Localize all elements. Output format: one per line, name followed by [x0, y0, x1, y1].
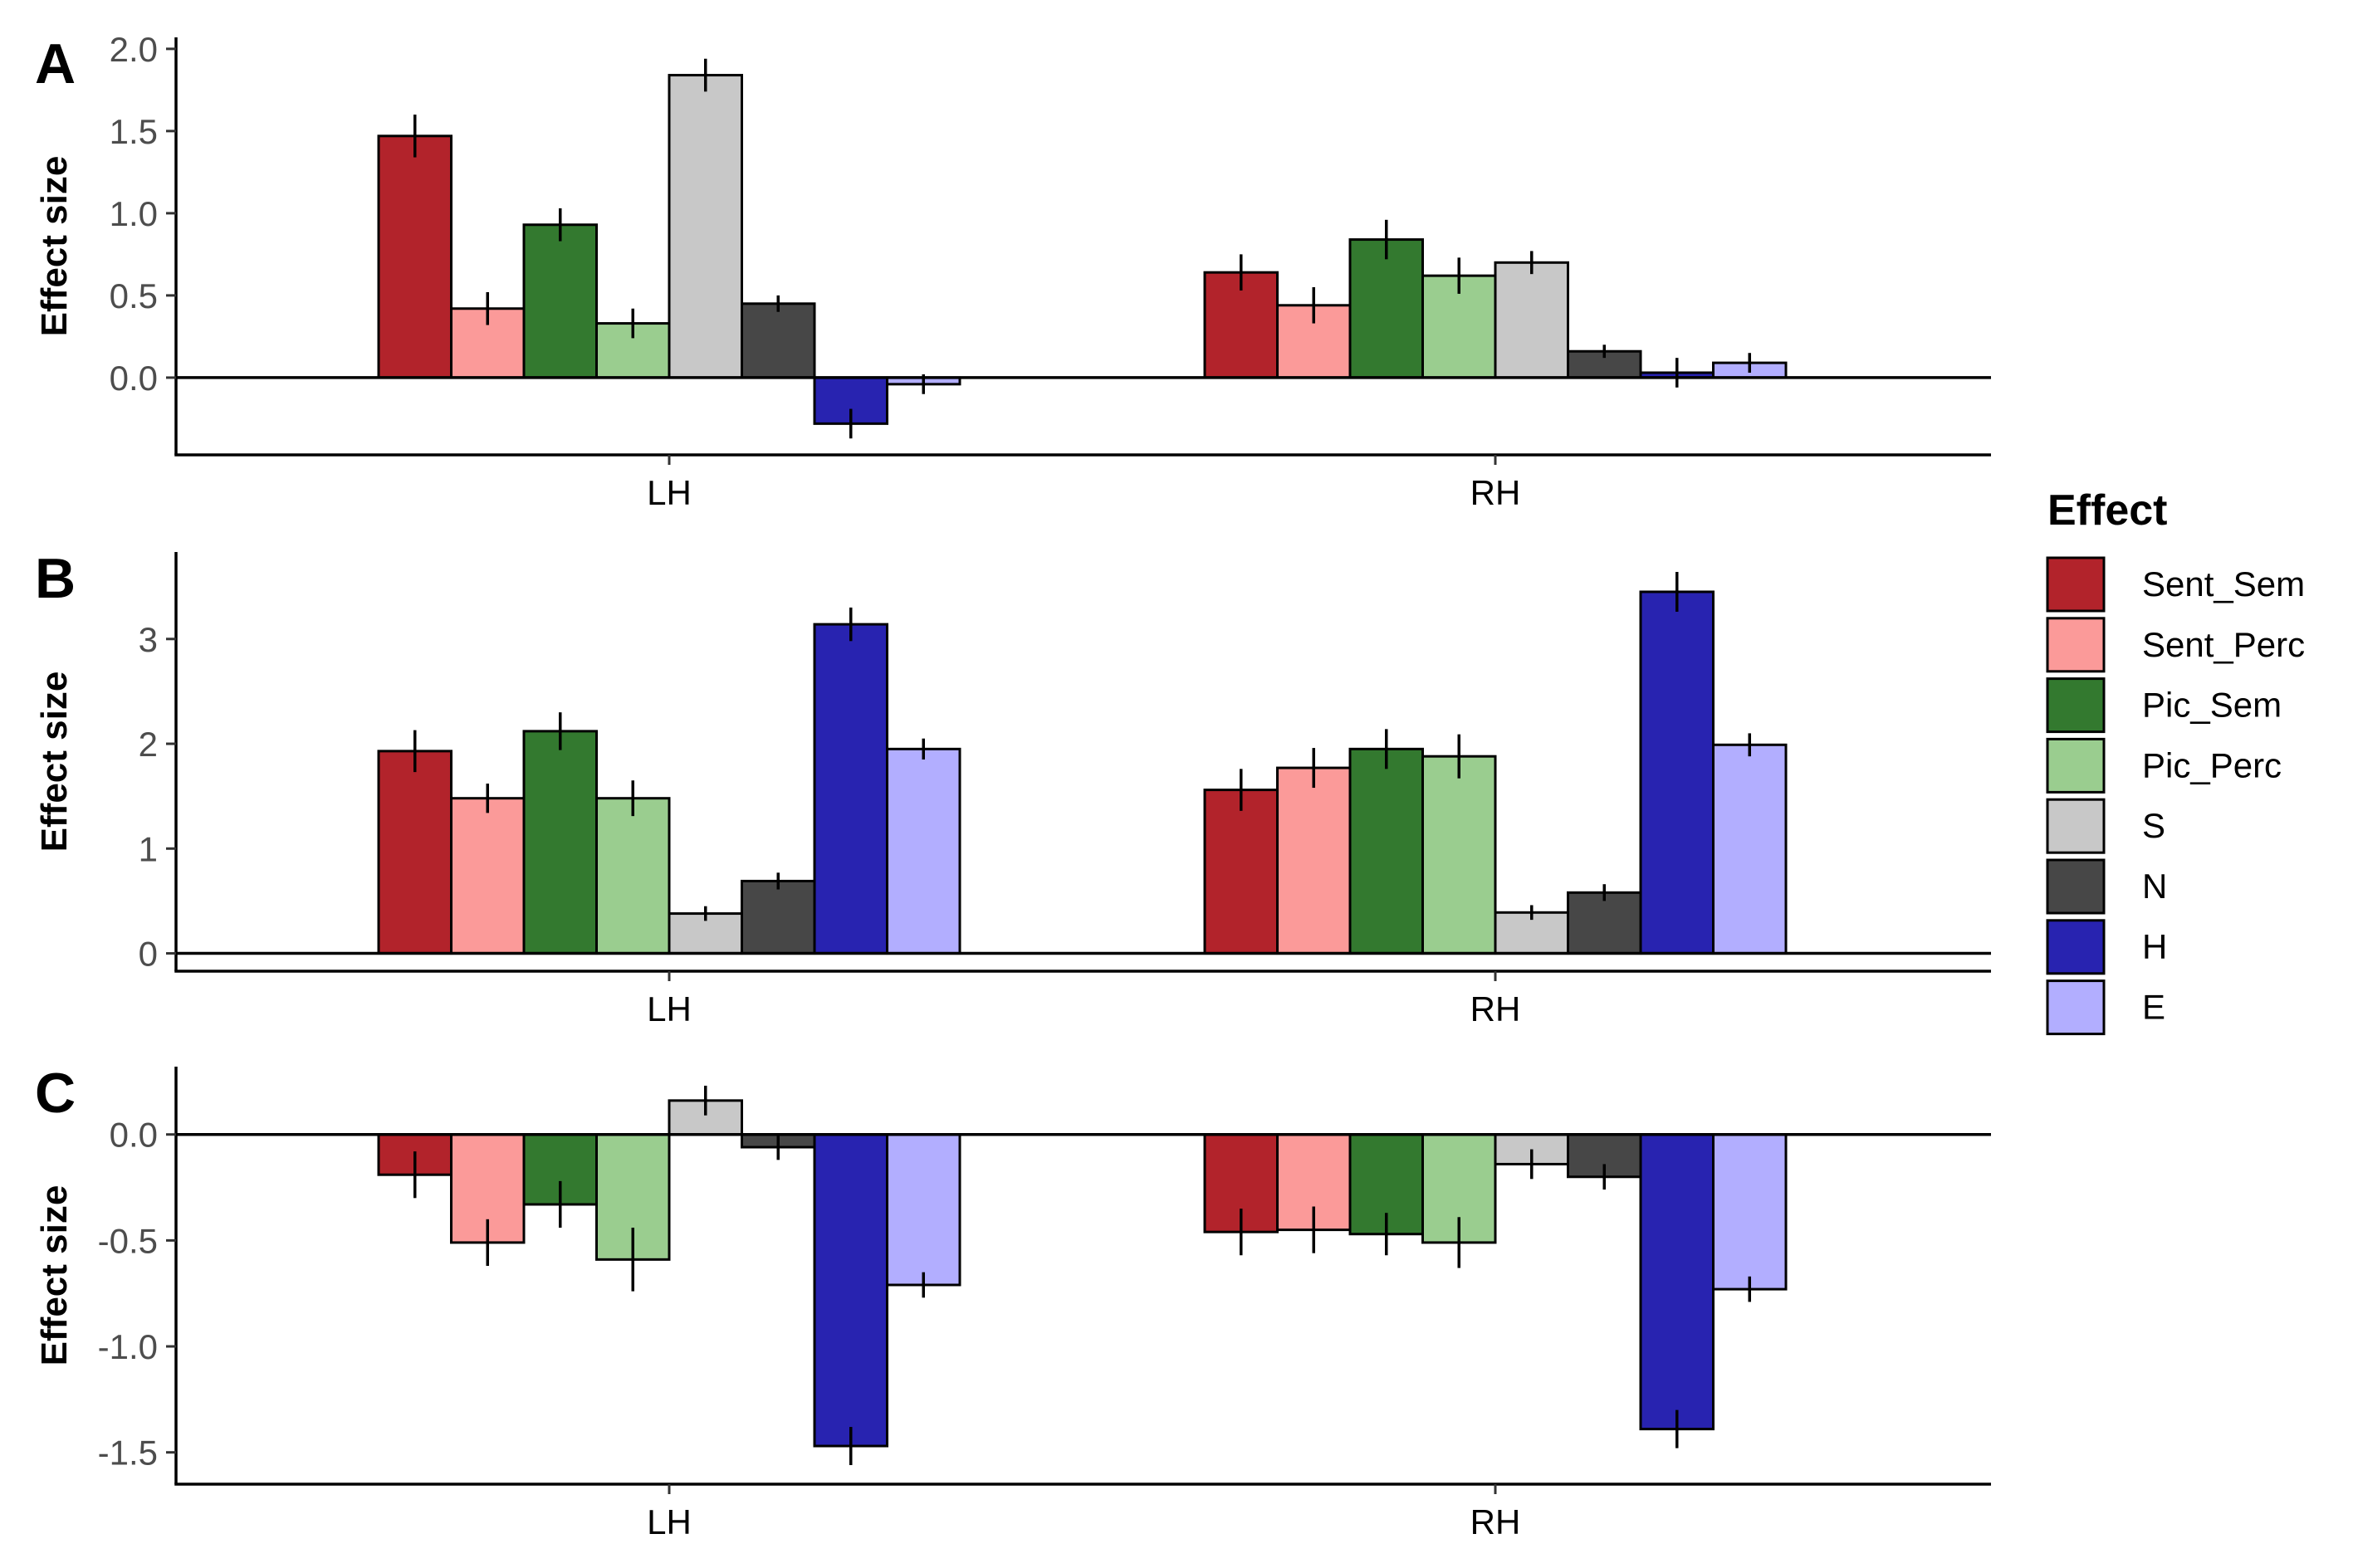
bar-B-RH-Sent_Sem	[1203, 789, 1279, 955]
y-axis-title: Effect size	[34, 672, 75, 852]
legend-item-E: E	[2046, 979, 2165, 1036]
bar-C-LH-H	[813, 1133, 888, 1448]
bar-C-RH-H	[1639, 1133, 1715, 1431]
legend-label: E	[2142, 988, 2165, 1027]
y-tick-label: -1.5	[98, 1434, 158, 1473]
bar-B-RH-N	[1567, 891, 1642, 955]
x-tick-label: RH	[1470, 1502, 1521, 1541]
panel-label: B	[35, 547, 76, 610]
bar-B-LH-E	[886, 747, 961, 955]
bar-A-LH-S	[668, 74, 743, 379]
y-tick-label: 1.5	[110, 112, 158, 151]
bar-C-LH-E	[886, 1133, 961, 1287]
bar-B-LH-Pic_Sem	[522, 730, 598, 955]
x-tick-label: LH	[647, 989, 692, 1028]
bar-C-RH-E	[1712, 1133, 1788, 1291]
legend-item-H: H	[2046, 919, 2167, 975]
legend-swatch	[2046, 737, 2106, 794]
y-tick-label: 0.0	[110, 1116, 158, 1155]
legend-swatch	[2046, 979, 2106, 1036]
y-tick-label: 2	[139, 725, 158, 764]
bar-A-RH-S	[1494, 261, 1569, 379]
bar-B-LH-Sent_Perc	[450, 797, 526, 955]
panel-B: B Effect size 0 1 2 3 LH RH	[34, 547, 1991, 1028]
x-tick-label: RH	[1470, 989, 1521, 1028]
y-axis-title: Effect size	[34, 156, 75, 337]
panel-label: A	[35, 32, 76, 95]
bar-B-RH-Sent_Perc	[1276, 766, 1352, 955]
legend-item-S: S	[2046, 798, 2165, 854]
bar-A-LH-N	[741, 302, 816, 379]
legend-label: Pic_Sem	[2142, 686, 2282, 725]
y-tick-label: 0.0	[110, 359, 158, 398]
panel-label: C	[35, 1062, 76, 1125]
y-tick-label: 0.5	[110, 276, 158, 315]
y-tick-label: -1.0	[98, 1327, 158, 1366]
legend-label: Sent_Perc	[2142, 625, 2305, 664]
legend-swatch	[2046, 798, 2106, 854]
y-axis-title: Effect size	[34, 1185, 75, 1366]
legend-label: Sent_Sem	[2142, 564, 2305, 603]
y-tick-label: 1	[139, 829, 158, 868]
bar-A-RH-Pic_Sem	[1348, 238, 1424, 379]
bar-B-LH-H	[813, 623, 888, 955]
legend: Effect Sent_Sem Sent_Perc Pic_Sem Pic_Perc S…	[2046, 486, 2305, 1036]
legend-swatch	[2046, 556, 2106, 613]
y-tick-label: 1.0	[110, 194, 158, 233]
bar-B-LH-Pic_Perc	[595, 797, 671, 955]
bar-B-RH-H	[1639, 590, 1715, 955]
panel-A: A Effect size 0.0 0.5 1.0 1.5 2.0 LH RH	[34, 30, 1991, 512]
bar-B-LH-N	[741, 879, 816, 955]
y-tick-label: 0	[139, 935, 158, 974]
x-tick-label: LH	[647, 473, 692, 512]
bar-A-LH-Sent_Sem	[377, 134, 452, 379]
legend-swatch	[2046, 617, 2106, 673]
legend-swatch	[2046, 858, 2106, 915]
legend-item-Sent_Sem: Sent_Sem	[2046, 556, 2305, 613]
legend-item-Pic_Sem: Pic_Sem	[2046, 677, 2282, 734]
legend-label: N	[2142, 867, 2167, 906]
legend-item-N: N	[2046, 858, 2167, 915]
legend-item-Pic_Perc: Pic_Perc	[2046, 737, 2282, 794]
bar-B-RH-E	[1712, 743, 1788, 955]
x-tick-label: RH	[1470, 473, 1521, 512]
y-tick-label: -0.5	[98, 1221, 158, 1260]
legend-label: Pic_Perc	[2142, 745, 2282, 784]
y-tick-label: 3	[139, 620, 158, 659]
legend-title: Effect	[2047, 486, 2167, 535]
y-tick-label: 2.0	[110, 30, 158, 69]
legend-label: S	[2142, 806, 2165, 845]
bar-A-LH-Pic_Sem	[522, 223, 598, 379]
bar-B-RH-Pic_Sem	[1348, 747, 1424, 955]
legend-label: H	[2142, 927, 2167, 966]
panel-C: C Effect size 0.0 -0.5 -1.0 -1.5 LH RH	[34, 1062, 1991, 1541]
legend-item-Sent_Perc: Sent_Perc	[2046, 617, 2305, 673]
bar-B-LH-Sent_Sem	[377, 750, 452, 955]
legend-swatch	[2046, 919, 2106, 975]
bar-B-RH-Pic_Perc	[1421, 755, 1497, 955]
x-tick-label: LH	[647, 1502, 692, 1541]
legend-swatch	[2046, 677, 2106, 734]
